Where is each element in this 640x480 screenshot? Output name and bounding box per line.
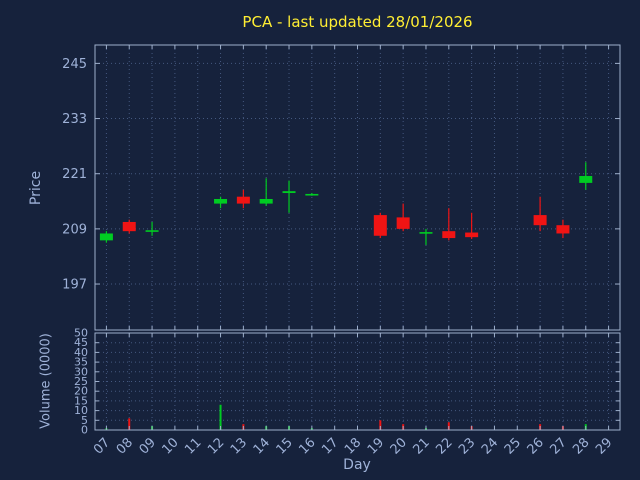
x-tick-label: 23	[456, 435, 478, 457]
x-tick-label: 28	[570, 435, 592, 457]
x-tick-label: 20	[388, 435, 410, 457]
x-tick-label: 13	[228, 435, 250, 457]
volume-tick-label: 25	[74, 375, 88, 388]
x-tick-label: 27	[547, 435, 569, 457]
x-tick-label: 29	[593, 435, 615, 457]
x-tick-label: 11	[182, 435, 204, 457]
volume-tick-label: 35	[74, 356, 88, 369]
candle-day-21	[419, 228, 433, 245]
x-tick-label: 17	[319, 435, 341, 457]
x-tick-label: 15	[274, 435, 296, 457]
candle-day-19	[373, 212, 387, 239]
volume-tick-label: 40	[74, 346, 88, 359]
price-tick-label: 233	[62, 112, 87, 127]
price-tick-label: 197	[62, 278, 87, 293]
x-tick-label: 16	[296, 435, 318, 457]
volume-tick-label: 15	[74, 394, 88, 407]
candle-day-16	[305, 193, 319, 196]
chart-title: PCA - last updated 28/01/2026	[242, 13, 473, 31]
candle-day-23	[465, 212, 479, 239]
x-tick-label: 26	[525, 435, 547, 457]
price-tick-label: 221	[62, 167, 87, 182]
x-tick-label: 12	[205, 435, 227, 457]
candle-day-15	[282, 180, 296, 213]
x-tick-label: 21	[410, 435, 432, 457]
price-panel-border	[94, 44, 621, 331]
x-tick-label: 25	[502, 435, 524, 457]
volume-tick-label: 10	[74, 404, 88, 417]
volume-tick-label: 30	[74, 365, 88, 378]
price-tick-label: 209	[62, 222, 87, 237]
x-tick-label: 09	[137, 435, 159, 457]
candle-day-26	[533, 196, 547, 232]
candle-day-13	[236, 189, 250, 209]
candle-day-14	[259, 178, 273, 206]
volume-tick-label: 50	[74, 327, 88, 340]
volume-tick-label: 5	[81, 414, 88, 427]
candle-day-28	[579, 162, 593, 190]
candle-day-27	[556, 219, 570, 239]
x-tick-label: 14	[251, 435, 273, 457]
candle-day-09	[145, 221, 159, 236]
candle-day-08	[122, 219, 136, 234]
x-tick-label: 18	[342, 435, 364, 457]
x-tick-label: 07	[91, 435, 113, 457]
x-axis-label: Day	[343, 457, 371, 473]
x-tick-label: 10	[159, 435, 181, 457]
candle-day-20	[396, 203, 410, 232]
price-tick-label: 245	[62, 57, 87, 72]
volume-tick-label: 20	[74, 385, 88, 398]
x-tick-label: 19	[365, 435, 387, 457]
volume-tick-label: 0	[81, 424, 88, 437]
volume-tick-label: 45	[74, 336, 88, 349]
candle-day-22	[442, 208, 456, 241]
candle-day-12	[214, 196, 228, 209]
x-tick-label: 08	[114, 435, 136, 457]
x-tick-label: 24	[479, 435, 501, 457]
x-tick-label: 22	[433, 435, 455, 457]
candle-day-07	[99, 231, 113, 243]
